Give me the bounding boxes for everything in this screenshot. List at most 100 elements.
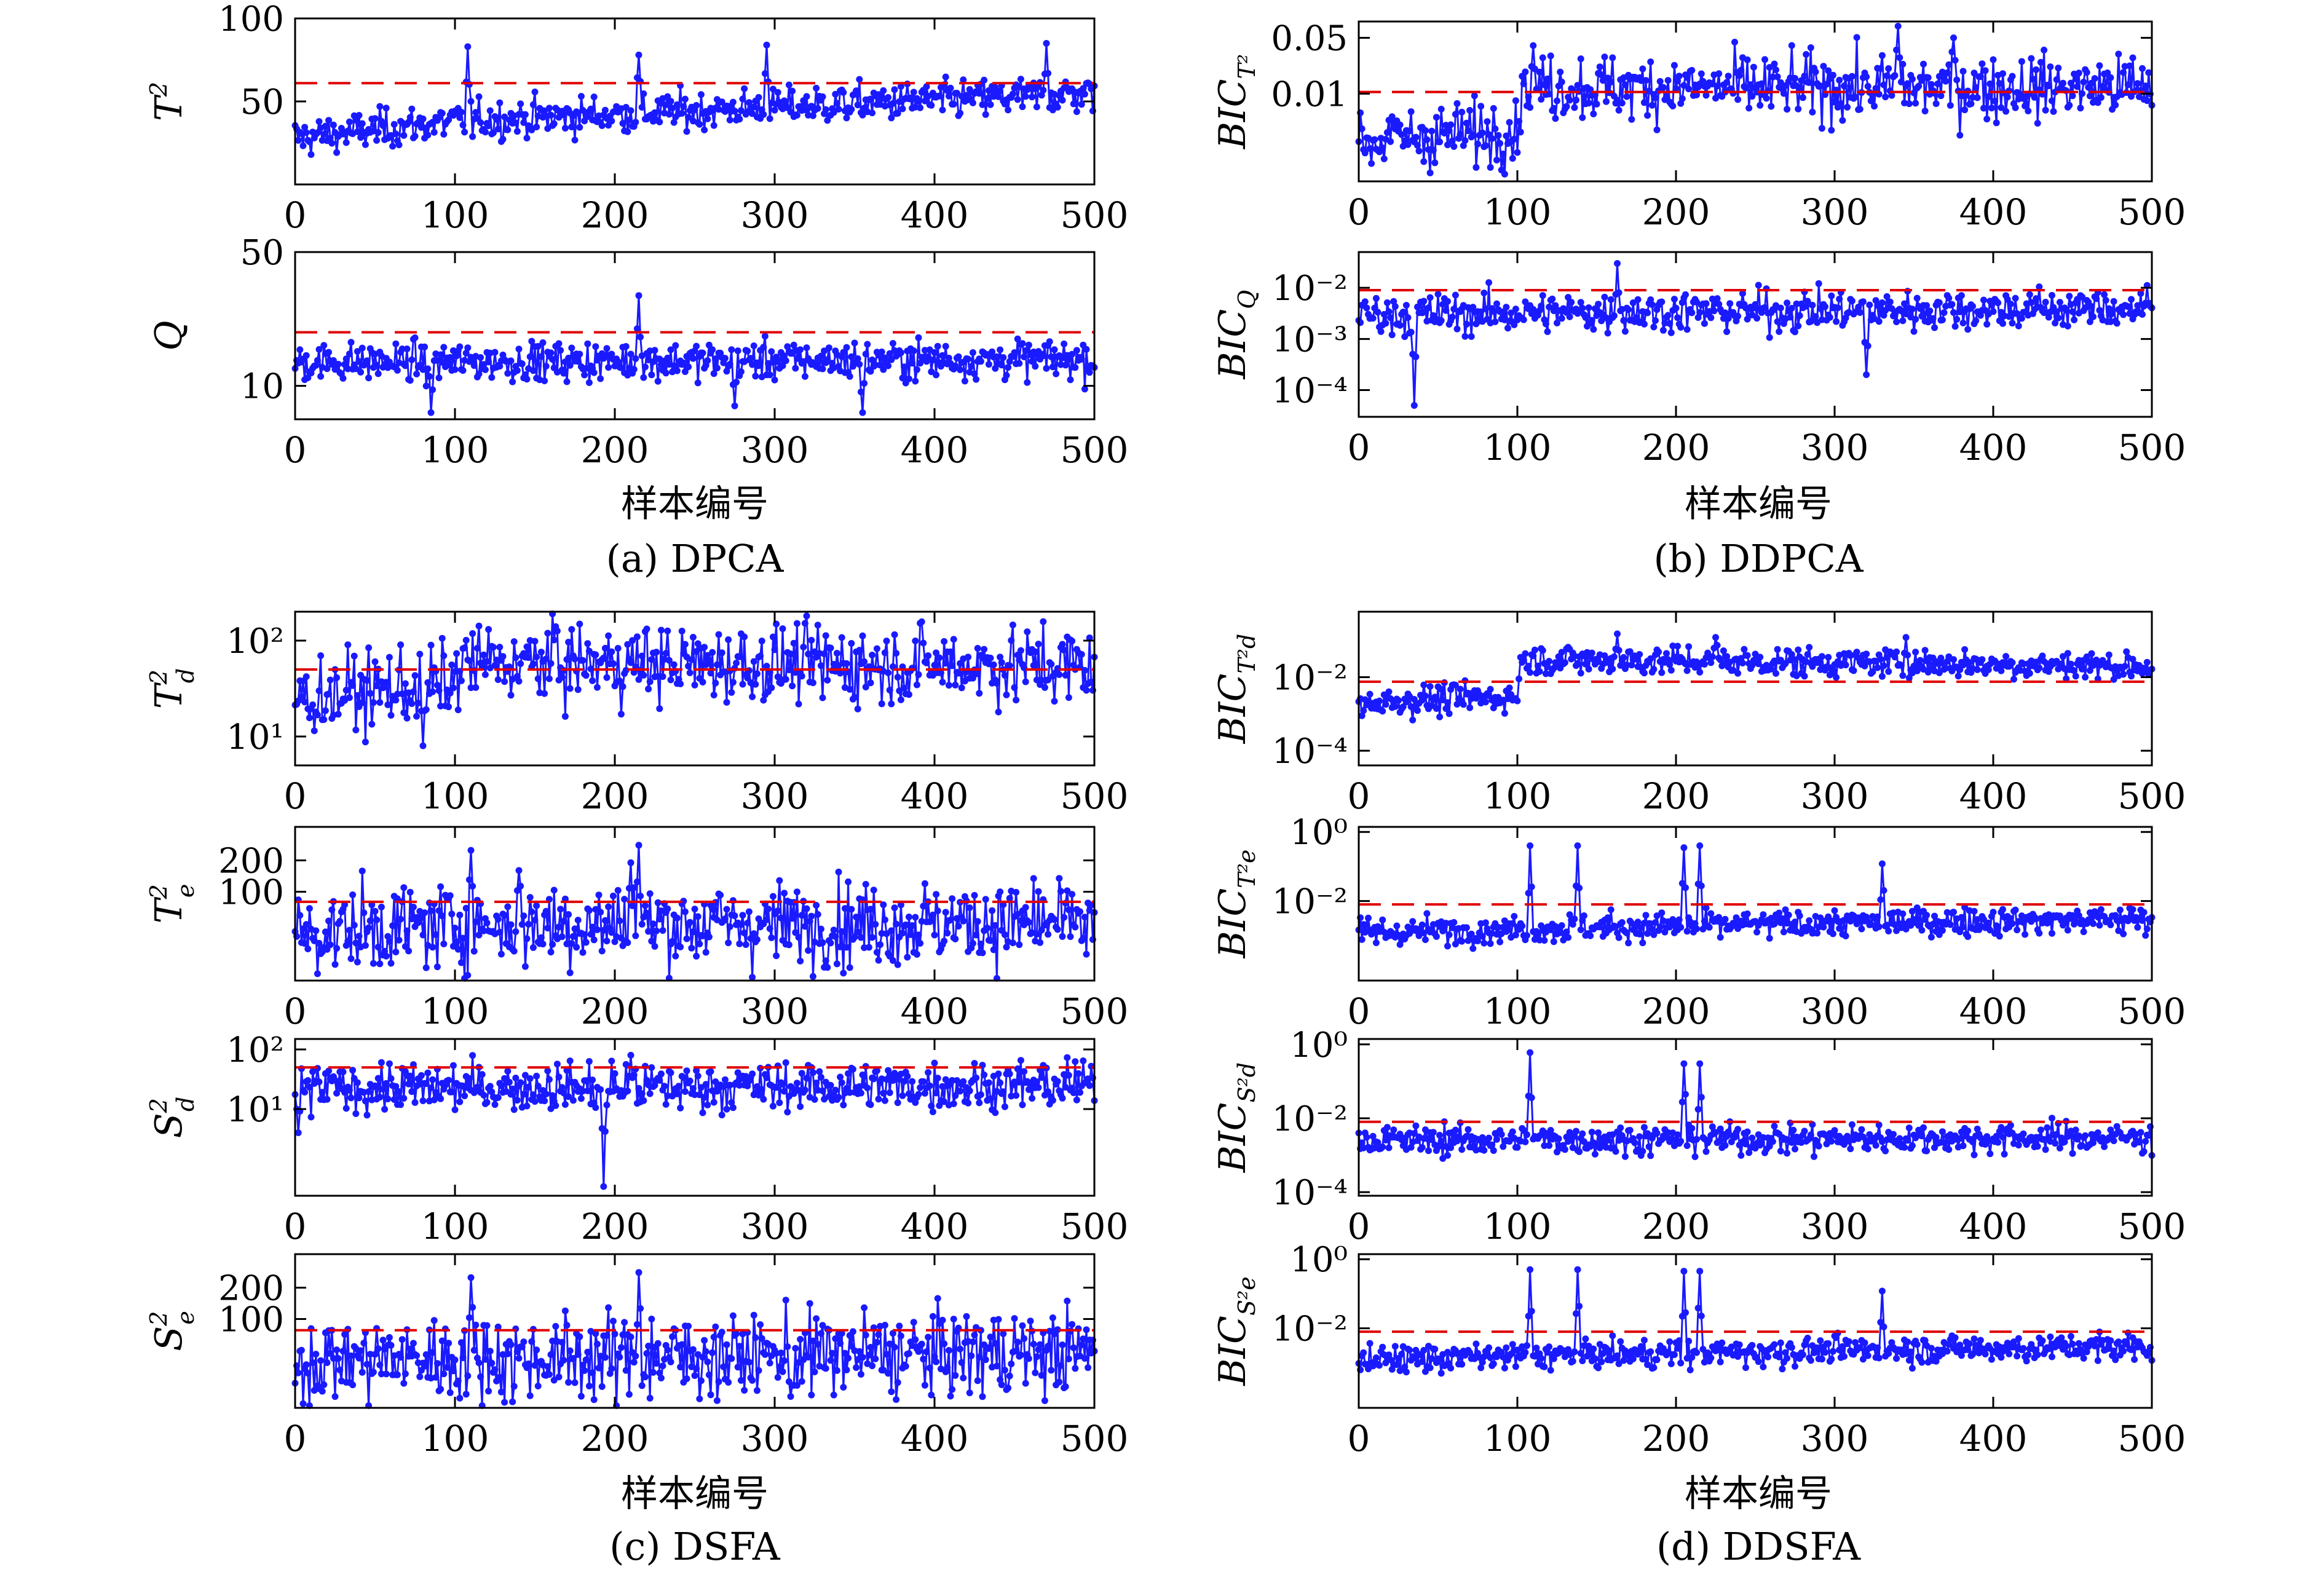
data-point [766,115,773,122]
data-point [541,1097,548,1105]
data-point [1736,72,1743,79]
data-point [304,946,312,952]
data-point [753,670,761,677]
data-point [622,1367,630,1374]
data-point [1883,654,1891,661]
data-point [558,933,566,941]
data-point [912,1099,919,1106]
data-point [2096,307,2103,314]
data-point [582,1356,590,1364]
data-point [1037,1341,1044,1348]
data-point [430,128,438,136]
data-point [981,1071,988,1078]
data-point [997,654,1004,661]
data-point [558,1084,566,1091]
data-point [1604,914,1611,922]
y-tick-label: 10⁻² [1272,658,1348,698]
data-point [1022,93,1029,100]
data-point [504,369,512,377]
data-point [354,958,361,966]
data-point [1027,1317,1034,1325]
data-point [1530,652,1537,660]
data-point [424,365,432,373]
data-point [1620,317,1627,324]
data-point [1825,67,1832,74]
data-point [1014,335,1021,342]
data-point [678,109,686,117]
data-point [921,1089,928,1097]
data-point [733,1330,740,1337]
data-point [504,1067,512,1075]
data-point [928,368,935,376]
data-point [419,931,427,939]
data-point [926,1364,933,1372]
data-point [1983,116,1991,123]
data-point [840,1101,847,1108]
data-point [1396,121,1404,128]
data-point [469,1304,476,1311]
data-point [1525,890,1532,897]
data-point [393,366,401,374]
data-point [1683,326,1691,333]
x-tick-label: 400 [901,775,969,817]
data-point [809,679,816,687]
data-point [678,628,686,634]
data-point [597,909,604,916]
data-point [497,1388,505,1396]
data-point [638,920,646,928]
data-point [1077,1089,1084,1096]
data-point [355,933,363,940]
data-point [510,1106,518,1113]
data-point [467,684,475,692]
data-point [1712,634,1719,641]
data-point [401,680,409,687]
data-point [873,949,880,956]
data-point [547,660,555,667]
data-point [1433,933,1440,940]
data-point [624,1088,631,1095]
data-point [485,358,492,366]
data-point [453,938,460,946]
data-point [717,891,724,899]
data-point [1019,340,1026,347]
data-point [685,1322,692,1330]
data-point [1639,939,1646,947]
data-point [713,365,721,372]
data-point [1932,100,1940,108]
data-point [1480,939,1488,947]
data-point [1977,73,1984,81]
data-point [494,1323,502,1330]
data-point [712,355,719,362]
data-point [544,1067,551,1075]
data-point [411,1099,419,1106]
data-point [1412,353,1420,360]
data-point [737,107,745,114]
data-point [744,347,751,355]
data-point [648,1316,655,1322]
data-point [1921,108,1929,115]
data-point [891,631,898,638]
data-point [1666,320,1674,327]
data-point [1072,923,1079,931]
data-point [1065,1072,1072,1079]
data-point [2058,660,2065,668]
data-point [608,350,615,358]
data-point [451,1106,459,1113]
data-point [1449,314,1456,321]
data-point [949,1386,956,1393]
data-point [565,1093,572,1100]
data-point [330,1355,337,1362]
data-point [2143,97,2151,105]
data-point [973,670,980,677]
data-point [1022,1380,1029,1387]
data-point [342,1105,350,1112]
data-point [1032,1369,1039,1376]
data-point [1053,370,1060,377]
data-point [1516,675,1523,682]
data-point [346,694,353,701]
data-point [1014,96,1021,103]
data-point [694,379,702,387]
data-point [736,1343,743,1350]
y-tick-label: 10⁻² [1272,269,1348,309]
data-point [766,1359,773,1367]
